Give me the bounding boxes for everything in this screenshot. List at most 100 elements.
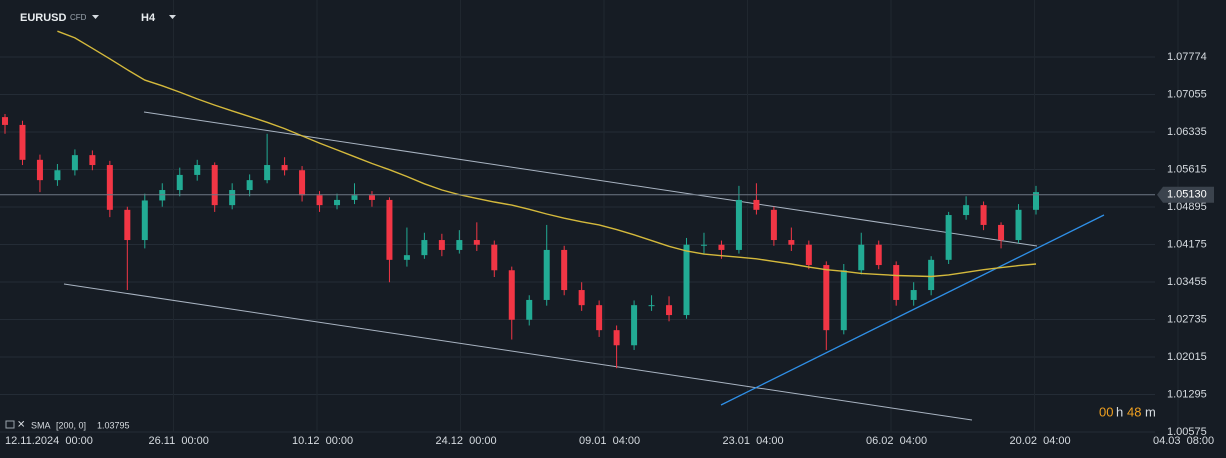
indicator-settings-icon[interactable] xyxy=(5,420,15,429)
candle-body xyxy=(211,165,218,206)
countdown-minutes: 48 xyxy=(1127,404,1141,419)
candle-body xyxy=(71,155,78,171)
candle-body xyxy=(456,240,463,250)
candle-body xyxy=(473,240,480,245)
candle-body xyxy=(753,199,760,210)
candle-body xyxy=(264,165,271,181)
symbol-dropdown-arrow[interactable] xyxy=(92,15,99,19)
candle-body xyxy=(578,290,585,306)
current-price-label: 1.05130 xyxy=(1167,189,1207,201)
candle-body xyxy=(281,165,288,171)
x-tick-label: 20.02 04:00 xyxy=(1010,435,1071,447)
support-trend-line[interactable] xyxy=(720,214,1105,406)
candle-body xyxy=(2,117,8,125)
countdown-minutes-unit: m xyxy=(1145,404,1156,419)
candle-body xyxy=(543,249,550,300)
candle-body xyxy=(246,180,253,191)
y-tick-label: 1.06335 xyxy=(1167,126,1207,138)
x-tick-label: 06.02 04:00 xyxy=(866,435,927,447)
timeframe[interactable]: H4 xyxy=(141,12,156,24)
candle-body xyxy=(561,249,568,291)
x-tick-label: 12.11.2024 00:00 xyxy=(5,435,93,447)
candle-body xyxy=(368,195,375,200)
current-price-tag xyxy=(1157,186,1214,203)
candle-body xyxy=(893,265,900,300)
candle-body xyxy=(421,240,428,256)
candle-body xyxy=(613,330,620,346)
candle-body xyxy=(316,195,323,206)
instrument-type: CFD xyxy=(70,13,87,22)
candle-body xyxy=(700,244,707,246)
sma-params: [200, 0] xyxy=(56,420,86,430)
x-tick-label: 04.03 08:00 xyxy=(1153,435,1214,447)
channel-upper-line[interactable] xyxy=(143,111,1038,247)
candle-body xyxy=(403,255,410,260)
candle-body xyxy=(858,244,865,271)
timeframe-dropdown-arrow[interactable] xyxy=(169,15,176,19)
candle-body xyxy=(963,205,970,216)
candle-body xyxy=(491,244,498,271)
candle-body xyxy=(176,174,183,191)
candle-body xyxy=(596,305,603,331)
candle-body xyxy=(299,170,306,196)
y-tick-label: 1.03455 xyxy=(1167,276,1207,288)
candle-body xyxy=(141,200,148,241)
candles xyxy=(2,113,1039,369)
candle-body xyxy=(910,290,917,300)
candle-body xyxy=(351,195,358,200)
candle-body xyxy=(788,240,795,245)
x-tick-label: 24.12 00:00 xyxy=(436,435,497,447)
candle-body xyxy=(89,155,96,166)
sma-value: 1.03795 xyxy=(97,420,130,430)
x-tick-label: 09.01 04:00 xyxy=(579,435,640,447)
sma-name: SMA xyxy=(31,420,51,430)
countdown-hours: 00 xyxy=(1099,404,1113,419)
candle-body xyxy=(805,244,812,266)
y-tick-label: 1.05615 xyxy=(1167,163,1207,175)
candle-body xyxy=(735,199,742,250)
candle-body xyxy=(159,190,166,201)
candle-body xyxy=(334,199,341,206)
overlay xyxy=(0,30,1155,278)
candle-body xyxy=(666,305,673,316)
grid xyxy=(0,0,1179,433)
candle-body xyxy=(631,305,638,346)
candle-body xyxy=(823,265,830,331)
candle-body xyxy=(945,215,952,260)
candle-body xyxy=(1033,192,1039,210)
countdown-hours-unit: h xyxy=(1116,404,1123,419)
y-tick-label: 1.02015 xyxy=(1167,351,1207,363)
candle-body xyxy=(840,270,847,331)
candle-body xyxy=(526,299,533,320)
y-tick-label: 1.04175 xyxy=(1167,238,1207,250)
candle-body xyxy=(124,209,131,241)
y-tick-label: 1.07774 xyxy=(1167,51,1207,63)
candle-body xyxy=(683,244,690,316)
candle-body xyxy=(194,165,201,175)
candle-body xyxy=(648,305,655,307)
candle-body xyxy=(998,224,1005,241)
channel-lower-line[interactable] xyxy=(63,283,973,421)
candle-body xyxy=(19,124,26,160)
symbol[interactable]: EURUSD xyxy=(20,12,67,24)
candle-body xyxy=(106,165,113,210)
candle-body xyxy=(718,244,725,250)
indicator-remove-icon[interactable]: ✕ xyxy=(17,420,25,431)
y-tick-label: 1.00575 xyxy=(1167,426,1207,438)
x-tick-label: 23.01 04:00 xyxy=(723,435,784,447)
x-tick-label: 26.11 00:00 xyxy=(149,435,209,447)
candle-body xyxy=(229,190,236,206)
candle-body xyxy=(770,209,777,241)
candle-body xyxy=(875,244,882,266)
y-tick-label: 1.02735 xyxy=(1167,313,1207,325)
candle-body xyxy=(928,259,935,291)
candle-body xyxy=(438,240,445,250)
candle-body xyxy=(508,270,515,320)
candle-body xyxy=(386,199,393,260)
sma-line xyxy=(57,30,1037,278)
candle-body xyxy=(980,205,987,225)
x-tick-label: 10.12 00:00 xyxy=(292,435,353,447)
candle-body xyxy=(1015,209,1022,241)
